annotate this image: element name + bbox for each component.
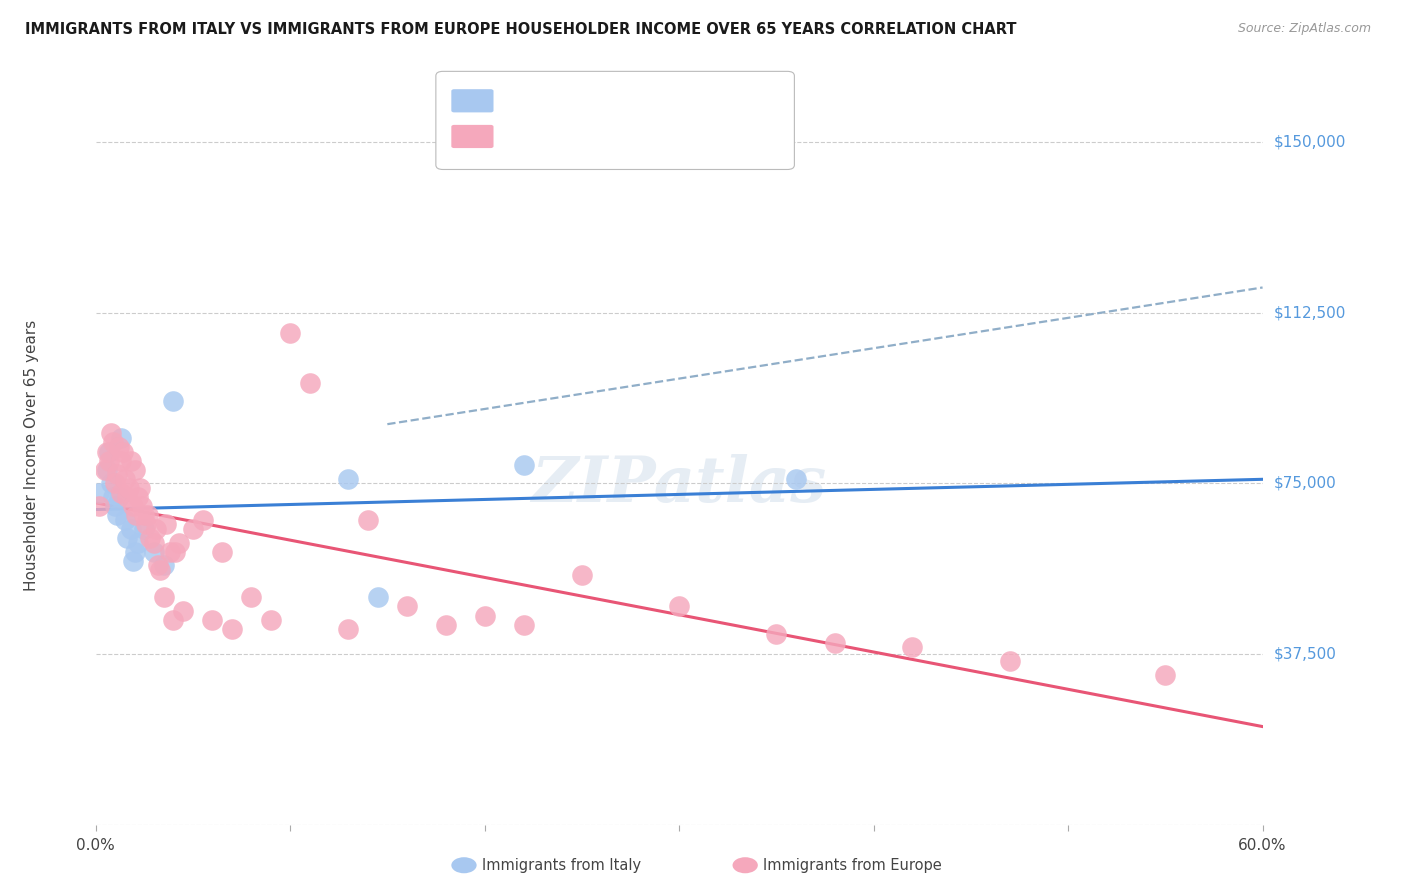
Point (901, 640, 924, 655)
Point (104, 476, 127, 491)
Point (149, 563, 172, 577)
Point (121, 554, 143, 568)
Point (115, 490, 138, 504)
Point (125, 508, 148, 523)
Point (108, 490, 131, 504)
Point (96, 463, 118, 477)
Point (143, 545, 166, 559)
Text: $75,000: $75,000 (1274, 476, 1337, 491)
Text: 0.175: 0.175 (547, 94, 600, 108)
Point (101, 490, 124, 504)
Point (89, 485, 111, 500)
Point (108, 440, 131, 454)
Point (337, 622, 360, 636)
Point (105, 467, 128, 482)
Point (152, 591, 174, 605)
Text: -0.420: -0.420 (547, 129, 602, 144)
Text: N = 59: N = 59 (633, 129, 690, 144)
Text: Immigrants from Italy: Immigrants from Italy (482, 858, 641, 872)
Text: R =: R = (499, 94, 527, 108)
Point (146, 558, 169, 573)
Point (114, 472, 136, 486)
Point (110, 431, 132, 445)
Point (668, 599, 690, 614)
Point (162, 394, 184, 409)
Point (135, 517, 157, 532)
Point (159, 545, 181, 559)
Point (155, 517, 177, 532)
Point (110, 485, 132, 500)
Point (512, 617, 534, 632)
Point (134, 522, 156, 536)
Point (124, 545, 146, 559)
Point (98, 444, 121, 458)
Point (162, 613, 184, 627)
Point (191, 513, 214, 527)
Point (136, 508, 159, 523)
Point (105, 508, 128, 523)
Point (104, 499, 127, 513)
Point (998, 654, 1021, 668)
Point (96, 444, 118, 458)
Point (101, 435, 124, 450)
Point (127, 490, 149, 504)
Point (240, 591, 263, 605)
Text: Source: ZipAtlas.com: Source: ZipAtlas.com (1237, 22, 1371, 36)
Point (120, 453, 142, 467)
Point (259, 613, 281, 627)
Point (152, 558, 174, 573)
Point (571, 567, 593, 582)
Point (785, 472, 807, 486)
Text: $150,000: $150,000 (1274, 134, 1346, 149)
Point (824, 636, 846, 650)
Text: Immigrants from Europe: Immigrants from Europe (763, 858, 942, 872)
Point (337, 472, 360, 486)
Point (98, 453, 121, 467)
Point (118, 481, 141, 495)
Point (278, 326, 301, 340)
Point (395, 599, 418, 614)
Point (181, 522, 204, 536)
Point (211, 545, 233, 559)
Point (167, 535, 190, 549)
Point (131, 499, 153, 513)
Text: $112,500: $112,500 (1274, 305, 1346, 320)
Text: $37,500: $37,500 (1274, 647, 1337, 662)
Point (111, 444, 134, 458)
Text: ZIPatlas: ZIPatlas (531, 454, 827, 516)
Point (172, 604, 194, 618)
Point (121, 499, 143, 513)
Point (94, 463, 117, 477)
Text: N = 23: N = 23 (633, 94, 690, 108)
Point (367, 591, 389, 605)
Text: R =: R = (499, 129, 527, 144)
Point (1154, 667, 1177, 681)
Point (129, 481, 152, 495)
Point (357, 513, 380, 527)
Point (100, 426, 122, 441)
Point (298, 376, 321, 391)
Point (765, 626, 787, 640)
Point (115, 531, 138, 545)
Point (512, 458, 534, 472)
Point (100, 476, 122, 491)
Point (474, 608, 496, 623)
Point (114, 513, 136, 527)
Point (201, 613, 224, 627)
Text: Householder Income Over 65 years: Householder Income Over 65 years (24, 319, 39, 591)
Text: IMMIGRANTS FROM ITALY VS IMMIGRANTS FROM EUROPE HOUSEHOLDER INCOME OVER 65 YEARS: IMMIGRANTS FROM ITALY VS IMMIGRANTS FROM… (25, 22, 1017, 37)
Point (120, 522, 142, 536)
Point (145, 522, 167, 536)
Point (89, 499, 111, 513)
Point (221, 622, 243, 636)
Point (127, 535, 149, 549)
Point (143, 535, 166, 549)
Point (139, 531, 162, 545)
Point (165, 545, 187, 559)
Point (124, 463, 146, 477)
Point (434, 617, 457, 632)
Point (110, 453, 132, 467)
Point (134, 508, 156, 523)
